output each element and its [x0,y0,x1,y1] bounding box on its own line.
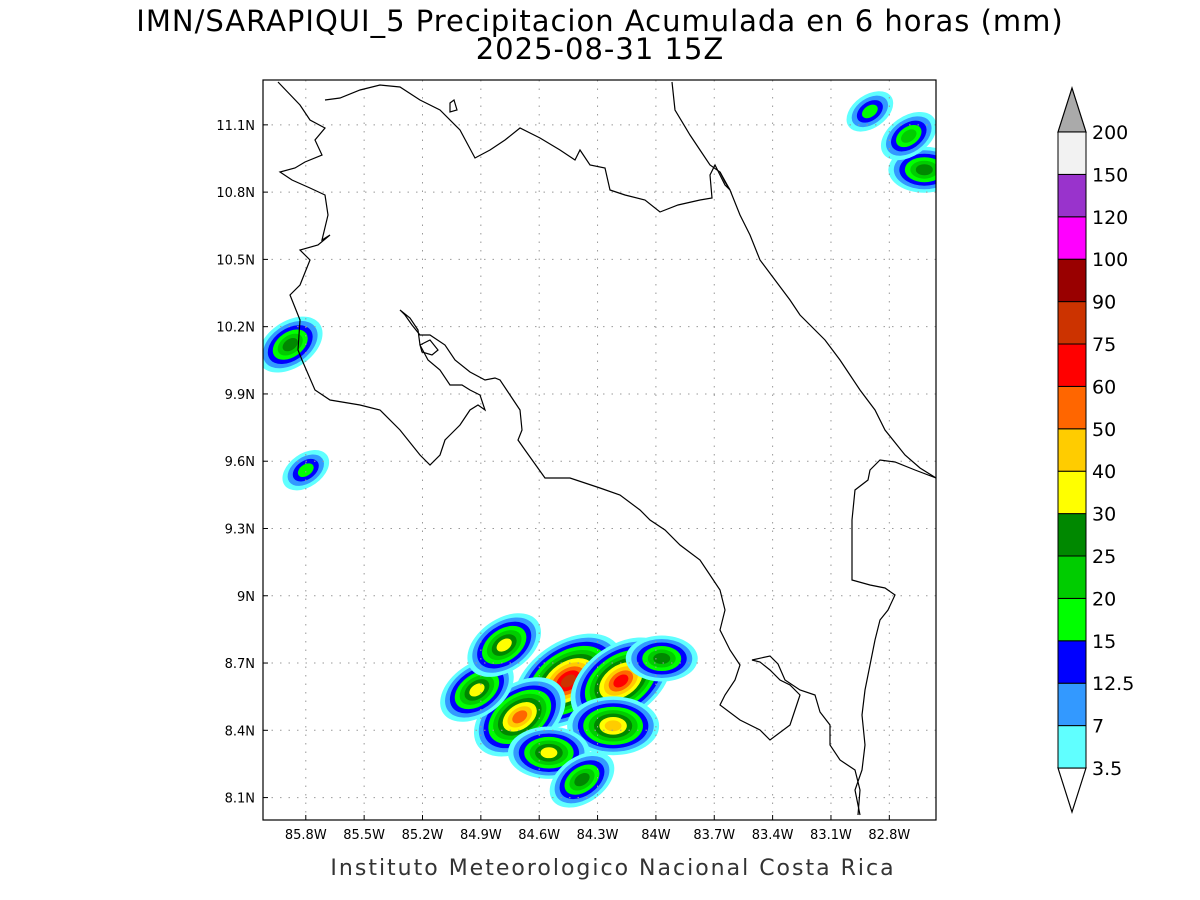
colorbar-swatch [1057,725,1087,769]
lat-tick-label: 10.8N [216,186,255,201]
footer-credit: Instituto Meteorologico Nacional Costa R… [330,856,896,881]
colorbar-level-label: 120 [1092,207,1128,229]
colorbar-swatch [1057,428,1087,472]
lon-tick-label: 83.1W [810,828,852,843]
colorbar-level-label: 7 [1092,716,1104,738]
precip-contour [297,463,314,478]
precip-cell [888,146,936,193]
precip-cell [567,696,660,756]
precip-contour [613,674,629,688]
precip-contour [540,747,558,759]
colorbar-swatch [1057,343,1087,387]
lake-shape [419,339,439,356]
precipitation-field [263,91,936,808]
lon-tick-label: 84W [641,828,671,843]
precip-contour [862,104,878,119]
island-shape [449,99,458,113]
lon-tick-label: 82.8W [868,828,910,843]
coastline-north [324,84,731,213]
precip-contour [560,674,576,688]
colorbar-swatch [1057,258,1087,303]
colorbar-level-label: 3.5 [1092,758,1122,780]
precip-contour [496,638,512,652]
colorbar-under-arrow [1057,767,1087,814]
colorbar-level-label: 50 [1092,419,1116,441]
colorbar-swatch [1057,470,1087,515]
colorbar: 3.5 7 12.5 15 20 25 30 40 50 60 75 90 100 120 150 200 [1057,86,1134,814]
lat-tick-label: 8.4N [225,724,255,739]
gridlines [263,80,936,820]
precip-cell [880,111,936,161]
lat-tick-label: 10.2N [216,321,255,336]
border-panama [851,459,936,816]
map-subtitle: 2025-08-31 15Z [475,32,725,66]
longitude-tick-labels: 85.8W 85.5W 85.2W 84.9W 84.6W 84.3W 84W 83.7W 83… [285,828,910,843]
precip-cell [846,91,894,132]
lat-tick-label: 9.9N [225,388,255,403]
lon-tick-label: 85.2W [402,828,444,843]
lat-tick-label: 9.6N [225,455,255,470]
latitude-tick-labels: 8.1N 8.4N 8.7N 9N 9.3N 9.6N 9.9N 10.2N 10.5N 10.8… [216,119,255,807]
colorbar-swatch [1057,385,1087,430]
precip-cell [549,751,615,808]
precip-contour [512,710,528,724]
precip-contour [915,164,933,176]
precip-cell [263,316,323,373]
colorbar-swatch [1057,131,1087,175]
colorbar-level-label: 75 [1092,334,1116,356]
colorbar-level-label: 150 [1092,164,1128,186]
lat-tick-label: 9.3N [225,522,255,537]
colorbar-swatch [1057,555,1087,599]
plot-frame [262,79,937,821]
colorbar-swatch [1057,597,1087,642]
precip-contour [574,772,590,787]
colorbar-level-label: 20 [1092,588,1116,610]
colorbar-level-label: 200 [1092,122,1128,144]
precip-cell [625,635,698,682]
colorbar-level-label: 25 [1092,546,1116,568]
lon-tick-label: 84.9W [460,828,502,843]
lon-tick-label: 83.4W [752,828,794,843]
colorbar-level-label: 100 [1092,249,1128,271]
lat-tick-label: 8.7N [225,657,255,672]
colorbar-swatch [1057,216,1087,260]
lat-tick-label: 9N [237,590,255,605]
colorbar-over-arrow [1057,86,1087,133]
colorbar-swatch [1057,301,1087,345]
precip-contour [653,653,671,665]
lat-tick-label: 10.5N [216,253,255,268]
precip-contour [901,129,917,143]
colorbar-swatch [1057,513,1087,557]
lat-tick-label: 11.1N [216,119,255,134]
colorbar-level-label: 15 [1092,631,1116,653]
map-title: IMN/SARAPIQUI_5 Precipitacion Acumulada … [136,4,1064,38]
colorbar-swatch [1057,682,1087,727]
lon-tick-label: 85.5W [343,828,385,843]
lon-tick-label: 85.8W [285,828,327,843]
lon-tick-label: 84.6W [518,828,560,843]
lon-tick-label: 83.7W [693,828,735,843]
lat-tick-label: 8.1N [225,792,255,807]
precip-cell [467,613,541,677]
colorbar-level-label: 30 [1092,504,1116,526]
precip-cell [282,450,330,491]
coastline-pacific-caribbean [277,81,861,816]
colorbar-swatch [1057,173,1087,218]
colorbar-swatch [1057,640,1087,684]
lon-tick-label: 84.3W [577,828,619,843]
colorbar-level-label: 90 [1092,292,1116,314]
colorbar-level-label: 12.5 [1092,673,1134,695]
precip-contour [282,337,298,352]
coastline-caribbean [671,81,936,479]
colorbar-level-label: 60 [1092,376,1116,398]
colorbar-level-label: 40 [1092,461,1116,483]
precip-contour [604,720,622,732]
